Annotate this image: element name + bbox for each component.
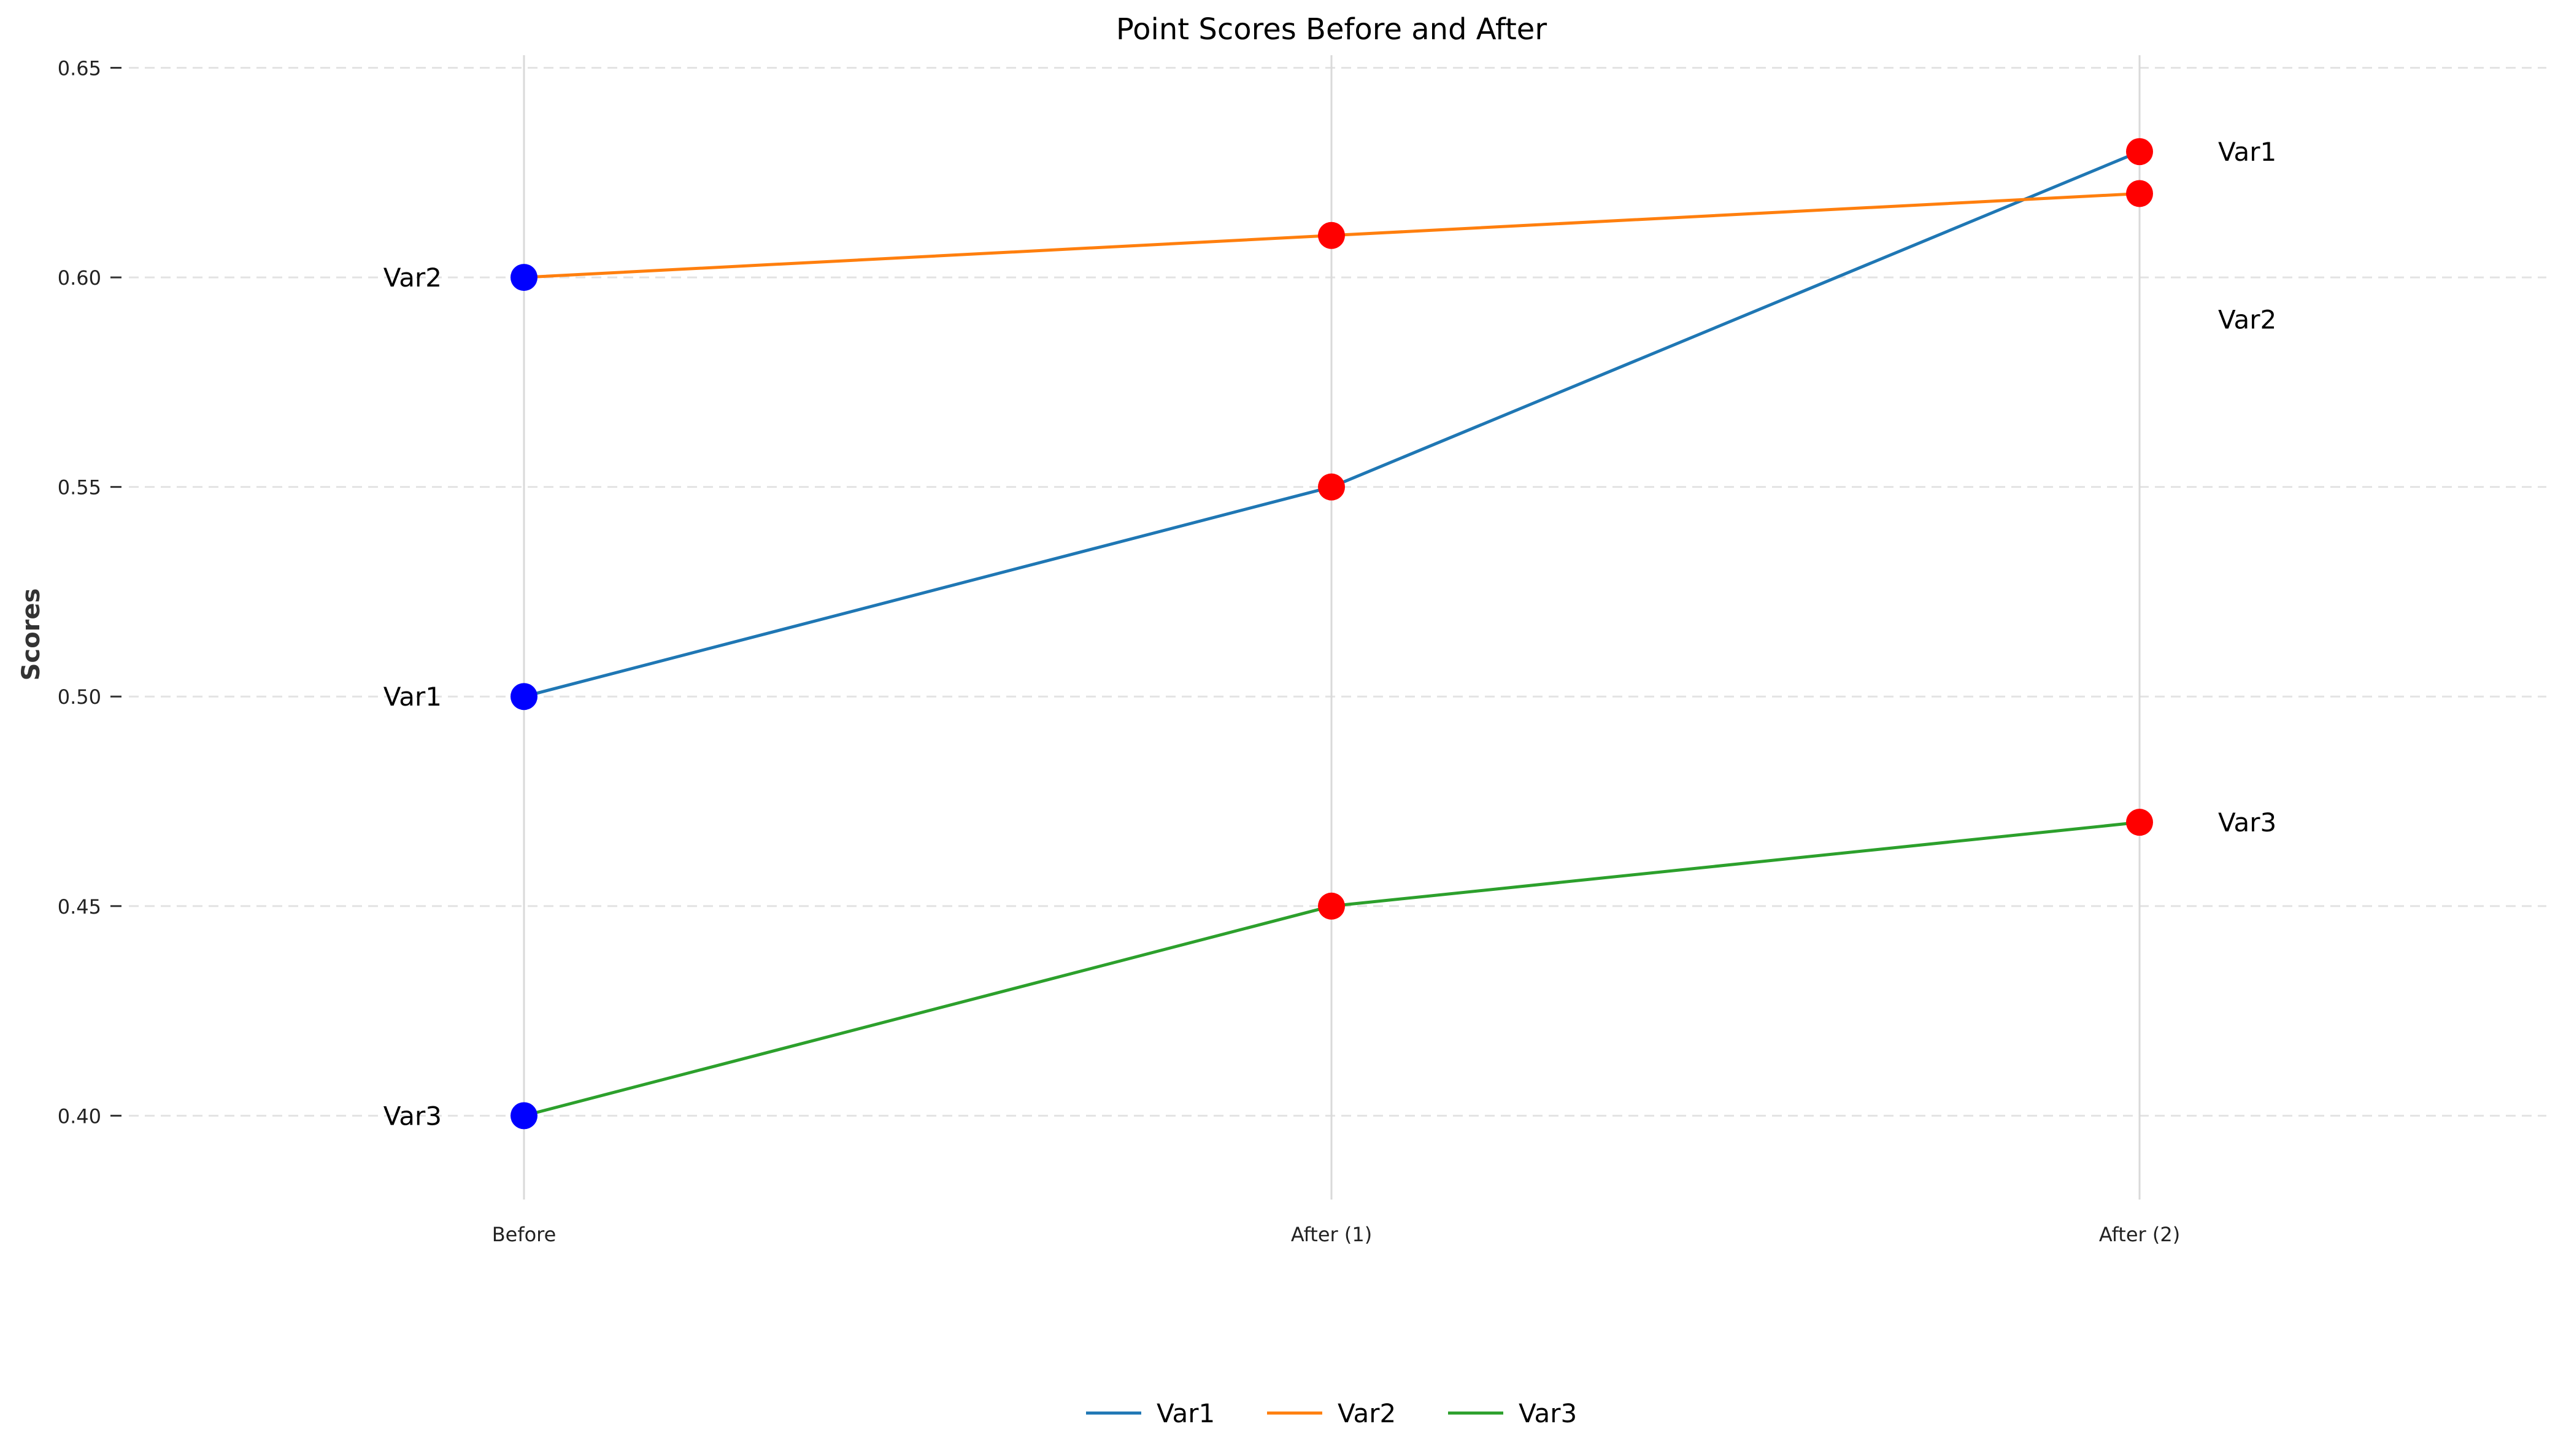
legend-label: Var2	[1338, 1398, 1396, 1428]
x-tick-label: Before	[492, 1223, 557, 1246]
x-tick-label: After (1)	[1291, 1223, 1372, 1246]
left-series-label: Var1	[383, 682, 442, 712]
x-tick-label: After (2)	[2099, 1223, 2180, 1246]
data-points	[510, 138, 2153, 1130]
y-tick-label: 0.50	[58, 685, 101, 709]
data-point-var2	[1318, 221, 1345, 249]
data-point-var2	[510, 264, 537, 291]
left-series-label: Var3	[383, 1101, 442, 1131]
data-point-var1	[510, 683, 537, 711]
right-series-label: Var3	[2218, 807, 2276, 838]
left-series-label: Var2	[383, 263, 442, 293]
chart-title: Point Scores Before and After	[1116, 12, 1547, 47]
data-point-var3	[2126, 809, 2153, 836]
legend: Var1 Var2 Var3	[1086, 1398, 1577, 1428]
y-tick-label: 0.60	[58, 266, 101, 290]
y-tick-label: 0.40	[58, 1104, 101, 1128]
right-series-label: Var1	[2218, 137, 2276, 167]
y-tick-label: 0.65	[58, 56, 101, 80]
legend-label: Var3	[1519, 1398, 1577, 1428]
data-point-var3	[1318, 892, 1345, 920]
text-labels: Point Scores Before and After Scores 0.4…	[17, 12, 2276, 1246]
y-axis-label: Scores	[17, 588, 45, 681]
data-point-var1	[2126, 138, 2153, 166]
legend-label: Var1	[1157, 1398, 1215, 1428]
y-tick-label: 0.45	[58, 895, 101, 919]
data-point-var2	[2126, 180, 2153, 207]
data-point-var3	[510, 1102, 537, 1130]
data-point-var1	[1318, 473, 1345, 501]
y-tick-label: 0.55	[58, 476, 101, 499]
right-series-label: Var2	[2218, 304, 2276, 334]
